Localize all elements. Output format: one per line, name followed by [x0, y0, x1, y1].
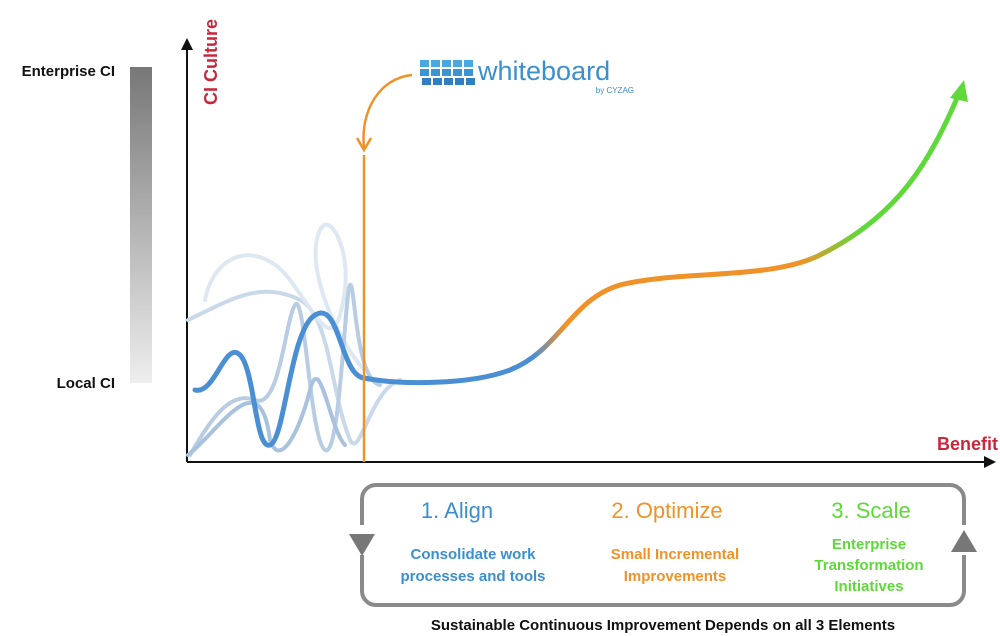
cycle-arrow-up: [951, 530, 977, 552]
curve-arrow: [950, 80, 968, 102]
step-description: processes and tools: [400, 568, 545, 585]
scale-top: Enterprise CI: [22, 63, 115, 80]
step-description: Initiatives: [834, 578, 903, 595]
logo-icon: [420, 60, 475, 85]
cycle-arrow-down: [349, 534, 375, 556]
logo-name: whiteboard: [477, 56, 610, 86]
x-arrow: [984, 456, 996, 468]
step-title: 2. Optimize: [611, 498, 722, 523]
x-axis-label: Benefit: [937, 434, 998, 454]
step-title: 3. Scale: [831, 498, 911, 523]
step-description: Improvements: [624, 568, 727, 585]
scale-bottom: Local CI: [57, 375, 115, 392]
logo-byline: by CYZAG: [596, 86, 634, 95]
step-description: Transformation: [814, 557, 923, 574]
marker-arrow: [362, 73, 413, 149]
main-curve: [192, 93, 961, 448]
footer: Sustainable Continuous Improvement Depen…: [431, 617, 895, 634]
step-title: 1. Align: [421, 498, 493, 523]
step-description: Small Incremental: [611, 546, 739, 563]
ghost-curves: [186, 222, 402, 457]
y-axis-label: CI Culture: [201, 19, 221, 105]
y-arrow: [181, 38, 193, 50]
step-description: Consolidate work: [410, 546, 536, 563]
marker-arrowhead: [355, 137, 373, 153]
step-description: Enterprise: [832, 536, 906, 553]
scale-bar: [130, 67, 152, 383]
